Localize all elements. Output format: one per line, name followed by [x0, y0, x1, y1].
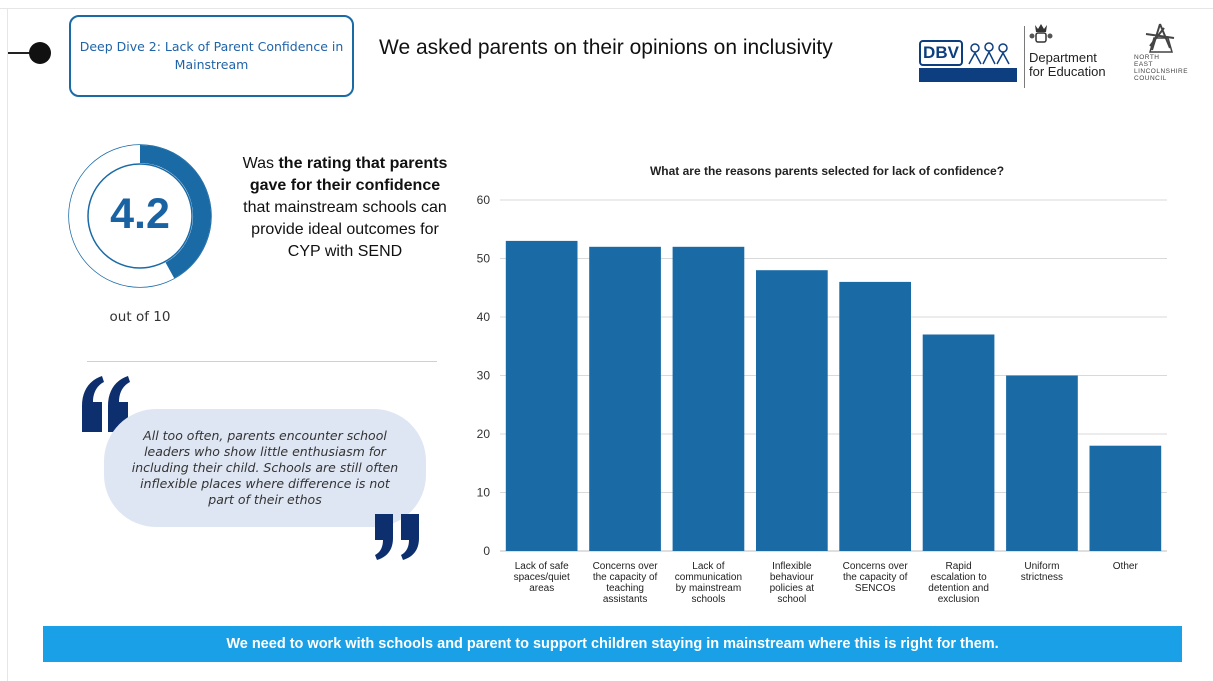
rating-ring — [68, 144, 212, 288]
x-tick-label-line: Uniform — [1024, 561, 1059, 572]
x-tick-label-line: the capacity of — [593, 572, 658, 583]
x-tick-label: Concerns over the capacity of teaching assi… — [593, 561, 659, 605]
y-tick-label: 10 — [477, 486, 491, 500]
bar — [839, 281, 911, 551]
close-quote-icon — [375, 514, 419, 560]
banner-text: We need to work with schools and parent … — [226, 636, 999, 652]
x-tick-label-line: Concerns over — [843, 561, 909, 572]
x-tick-label-line: schools — [691, 594, 725, 605]
x-tick-label: Inflexible behaviour policies at school — [770, 561, 815, 605]
x-tick-label-line: the capacity of — [843, 572, 908, 583]
council-line3: LINCOLNSHIRE — [1134, 68, 1189, 75]
x-tick-label-line: teaching — [606, 583, 644, 594]
page-title: We asked parents on their opinions on in… — [379, 36, 833, 59]
x-tick-label-line: SENCOs — [855, 583, 896, 594]
x-tick-label-line: policies at — [770, 583, 815, 594]
quote-bubble: All too often, parents encounter school … — [104, 409, 426, 527]
bar — [505, 240, 578, 551]
council-wordmark: NORTH EAST LINCOLNSHIRE COUNCIL — [1134, 54, 1188, 82]
deep-dive-label-box: Deep Dive 2: Lack of Parent Confidence i… — [69, 15, 354, 97]
bar — [922, 334, 995, 551]
bar — [1006, 375, 1078, 551]
x-tick-label-line: behaviour — [770, 572, 815, 583]
x-tick-label: Other — [1113, 561, 1139, 572]
frame-border-top — [0, 8, 1213, 9]
dfe-line1: Department — [1029, 50, 1097, 65]
x-tick-label: Lack of communication by mainstream schools — [675, 561, 742, 605]
x-tick-label-line: communication — [675, 572, 742, 583]
dbv-logo: DBV — [919, 40, 1017, 82]
y-tick-label: 30 — [477, 369, 491, 383]
rating-ring-inner — [87, 163, 193, 269]
rating-description: Was the rating that parents gave for the… — [236, 153, 454, 263]
rating-desc-emphasis: the rating that parents gave for their c… — [249, 155, 448, 194]
x-tick-label-line: Concerns over — [593, 561, 659, 572]
deep-dive-label: Deep Dive 2: Lack of Parent Confidence i… — [79, 39, 344, 72]
council-line2: EAST — [1134, 61, 1153, 68]
x-tick-label-line: escalation to — [931, 572, 988, 583]
bar — [756, 270, 828, 551]
rating-caption: out of 10 — [109, 309, 171, 325]
chart-title: What are the reasons parents selected fo… — [650, 164, 1004, 178]
y-tick-label: 50 — [477, 252, 491, 266]
x-tick-label: Rapid escalation to detention and exclusion — [928, 561, 989, 605]
timeline-dot-icon — [29, 42, 51, 64]
section-divider — [87, 361, 437, 362]
x-tick-label-line: assistants — [603, 594, 647, 605]
council-windmill-icon — [1145, 23, 1175, 53]
x-tick-label-line: spaces/quiet — [514, 572, 570, 583]
x-tick-label: Concerns over the capacity of SENCOs — [843, 561, 909, 594]
x-tick-label-line: by mainstream — [676, 583, 742, 594]
x-tick-label-line: Lack of — [692, 561, 724, 572]
x-tick-label-line: Rapid — [946, 561, 972, 572]
council-line4: COUNCIL — [1134, 75, 1167, 82]
dbv-wordmark: DBV — [919, 40, 963, 66]
y-tick-label: 0 — [483, 544, 490, 558]
call-to-action-banner: We need to work with schools and parent … — [43, 626, 1182, 662]
bar — [672, 246, 745, 552]
x-tick-label-line: Inflexible — [772, 561, 812, 572]
x-tick-label-line: school — [777, 594, 806, 605]
timeline-connector — [8, 52, 34, 54]
y-tick-label: 40 — [477, 310, 491, 324]
x-tick-label-line: exclusion — [938, 594, 980, 605]
royal-crest-icon — [1029, 24, 1053, 43]
dfe-line2: for Education — [1029, 64, 1106, 79]
frame-border-left — [7, 8, 8, 681]
x-tick-label-line: Other — [1113, 561, 1139, 572]
x-tick-label: Lack of safe spaces/quiet areas — [514, 561, 570, 594]
rating-ring-fill — [139, 145, 211, 279]
logo-divider — [1024, 26, 1025, 88]
x-tick-label-line: detention and — [928, 583, 989, 594]
x-tick-label-line: areas — [529, 583, 554, 594]
rating-desc-suffix: that mainstream schools can provide idea… — [243, 199, 447, 260]
partner-logos: DBV Department for Education NORTH EAST … — [916, 18, 1188, 90]
dbv-tagline-bar — [919, 68, 1017, 82]
bar — [1089, 445, 1162, 551]
x-tick-label-line: strictness — [1021, 572, 1063, 583]
dbv-figures-icon — [968, 42, 1010, 65]
rating-desc-prefix: Was — [242, 155, 279, 172]
council-line1: NORTH — [1134, 54, 1160, 61]
y-tick-label: 20 — [477, 427, 491, 441]
dfe-wordmark: Department for Education — [1029, 51, 1106, 79]
rating-value: 4.2 — [110, 190, 170, 238]
bar — [589, 246, 661, 552]
y-tick-label: 60 — [477, 193, 491, 207]
quote-text: All too often, parents encounter school … — [131, 428, 399, 507]
reasons-bar-chart: What are the reasons parents selected fo… — [477, 164, 1167, 605]
x-tick-label-line: Lack of safe — [515, 561, 569, 572]
x-tick-label: Uniform strictness — [1021, 561, 1063, 583]
